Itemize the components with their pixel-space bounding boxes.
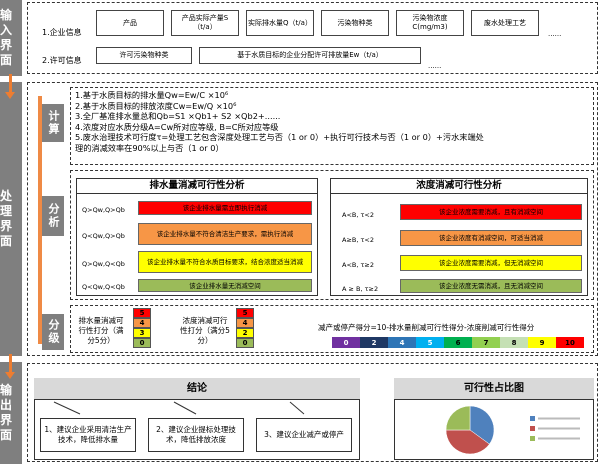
concentration-analysis-box [330, 178, 588, 296]
suggestion-3: 3、建议企业减产或停产 [256, 418, 352, 452]
company-info-label: 1.企业信息 [42, 28, 82, 37]
water-score-3: 3 [133, 328, 151, 338]
water-analysis-box [76, 178, 318, 296]
row2-more: ...... [428, 62, 442, 70]
water-score-5: 5 [133, 308, 151, 318]
water-cond-2: Q<Qw,Q>Qb [82, 232, 125, 240]
calc-line-5: 5.废水治理技术可行度τ=处理工艺包含深度处理工艺与否（1 or 0）+执行可行… [75, 132, 484, 142]
concentration-analysis-title: 浓度消减可行性分析 [330, 178, 588, 194]
bar-7: 7 [472, 337, 500, 348]
pie-legend-swatch-0 [530, 416, 535, 421]
bar-5: 5 [416, 337, 444, 348]
conclusion-title: 结论 [34, 378, 360, 400]
water-cond-3: Q>Qw,Q<Qb [82, 260, 125, 268]
pie-slice-2 [445, 405, 471, 431]
bar-2: 2 [360, 337, 388, 348]
arrow-head-1 [5, 92, 15, 99]
product-box: 产品 [96, 10, 164, 36]
calc-line-1: 1.基于水质目标的排水量Qw=Ew/C ×10⁶ [75, 90, 229, 100]
process-section-label: 处理 界面 [0, 82, 22, 356]
bar-8: 8 [500, 337, 528, 348]
conc-result-2: 该企业浓度有消减空间，可适当消减 [400, 230, 582, 246]
pie-title: 可行性占比图 [394, 378, 594, 400]
pollutant-concentration-box: 污染物浓度C(mg/m3) [396, 10, 464, 36]
calc-line-6: 理的消减效率在90%以上与否（1 or 0） [75, 142, 224, 153]
suggestion-2: 2、建议企业提标处理技术，降低排放浓度 [148, 418, 244, 452]
pie-legend-swatch-1 [530, 426, 535, 431]
water-result-1: 该企业排水量需立即执行消减 [138, 201, 312, 215]
suggestion-1: 1、建议企业采用清洁生产技术，降低排水量 [40, 418, 136, 452]
bar-0: 0 [332, 337, 360, 348]
water-result-4: 该企业排水量无消减空间 [138, 279, 312, 292]
bar-10: 10 [556, 337, 584, 348]
water-cond-1: Q>Qw,Q>Qb [82, 206, 125, 214]
conc-score-0: 0 [236, 338, 254, 348]
arrow-head-2 [5, 372, 15, 379]
shutdown-score-bar: 0 2 4 5 6 7 8 9 10 [332, 337, 584, 348]
conc-result-1: 该企业浓度需要消减，且有消减空间 [400, 204, 582, 220]
water-score-4: 4 [133, 318, 151, 328]
shutdown-formula: 减产或停产得分=10-排水量削减可行性得分-浓度削减可行性得分 [318, 323, 535, 332]
pie-slice-1 [445, 429, 490, 455]
water-result-2: 该企业排水量不符合清洁生产要求，需执行消减 [138, 223, 312, 245]
water-cond-4: Q<Qw,Q<Qb [82, 283, 125, 291]
input-panel [27, 2, 598, 74]
conc-score-5: 5 [236, 308, 254, 318]
bar-4: 4 [388, 337, 416, 348]
water-discharge-box: 实际排水量Q（t/a） [246, 10, 314, 36]
water-score-label: 排水量消减可行性打分（满分5分） [78, 316, 124, 345]
product-output-box: 产品实际产量S（t/a） [171, 10, 239, 36]
calc-panel: 1.基于水质目标的排水量Qw=Ew/C ×10⁶ 2.基于水质目标的排放浓度Cw… [70, 87, 594, 165]
analysis-panel [70, 170, 594, 300]
conc-cond-4: A ≥ B, τ≥2 [342, 285, 379, 293]
conc-cond-1: A<B, τ<2 [342, 211, 374, 219]
process-arrow-track [38, 96, 42, 344]
process-panel [27, 82, 598, 356]
permit-info-label: 2.许可信息 [42, 56, 82, 65]
conc-score-label: 浓度消减可行性打分（满分5分） [180, 316, 230, 345]
output-section-label: 输出 界面 [0, 362, 22, 464]
branch-lines [34, 400, 360, 418]
pollutant-type-box: 污染物种类 [321, 10, 389, 36]
conc-result-3: 该企业浓度需要消减，但无消减空间 [400, 255, 582, 271]
arrow-process-to-output [9, 354, 12, 374]
pie-chart [445, 405, 580, 455]
calc-line-3: 3.全厂基准排水量总和Qb=S1 ×Qb1+ S2 ×Qb2+...... [75, 111, 281, 121]
pie-slice-0 [469, 405, 495, 445]
analysis-label: 分析 [42, 196, 64, 236]
treatment-process-box: 废水处理工艺 [471, 10, 539, 36]
calc-label: 计算 [42, 104, 64, 142]
branch-arrows [53, 401, 305, 415]
row1-more: ...... [548, 30, 562, 38]
output-panel [27, 363, 598, 462]
water-analysis-title: 排水量消减可行性分析 [76, 178, 318, 194]
permit-emission-box: 基于水质目标的企业分配许可排放量Ew（t/a） [199, 47, 421, 64]
conc-result-4: 该企业浓度无需消减，且无消减空间 [400, 279, 582, 293]
conc-cond-3: A<B, τ≥2 [342, 261, 374, 269]
conc-score-2: 2 [236, 328, 254, 338]
pie-legend-swatch-2 [530, 436, 535, 441]
calc-line-2: 2.基于水质目标的排放浓度Cw=Ew/Q ×10⁶ [75, 100, 237, 111]
input-section-label: 输入 界面 [0, 0, 22, 76]
arrow-input-to-process [9, 74, 12, 94]
grading-label: 分级 [42, 314, 64, 350]
grading-panel [70, 305, 594, 353]
bar-9: 9 [528, 337, 556, 348]
water-score-0: 0 [133, 338, 151, 348]
conc-cond-2: A≥B, τ<2 [342, 236, 374, 244]
conc-score-4: 4 [236, 318, 254, 328]
calc-line-4: 4.浓度对应水质分级A=Cw所对应等级, B=C所对应等级 [75, 121, 279, 132]
water-result-3: 该企业排水量不符合水质目标要求，结合浓度适当消减 [138, 251, 312, 273]
permit-pollutant-box: 许可污染物种类 [96, 47, 192, 64]
bar-6: 6 [444, 337, 472, 348]
